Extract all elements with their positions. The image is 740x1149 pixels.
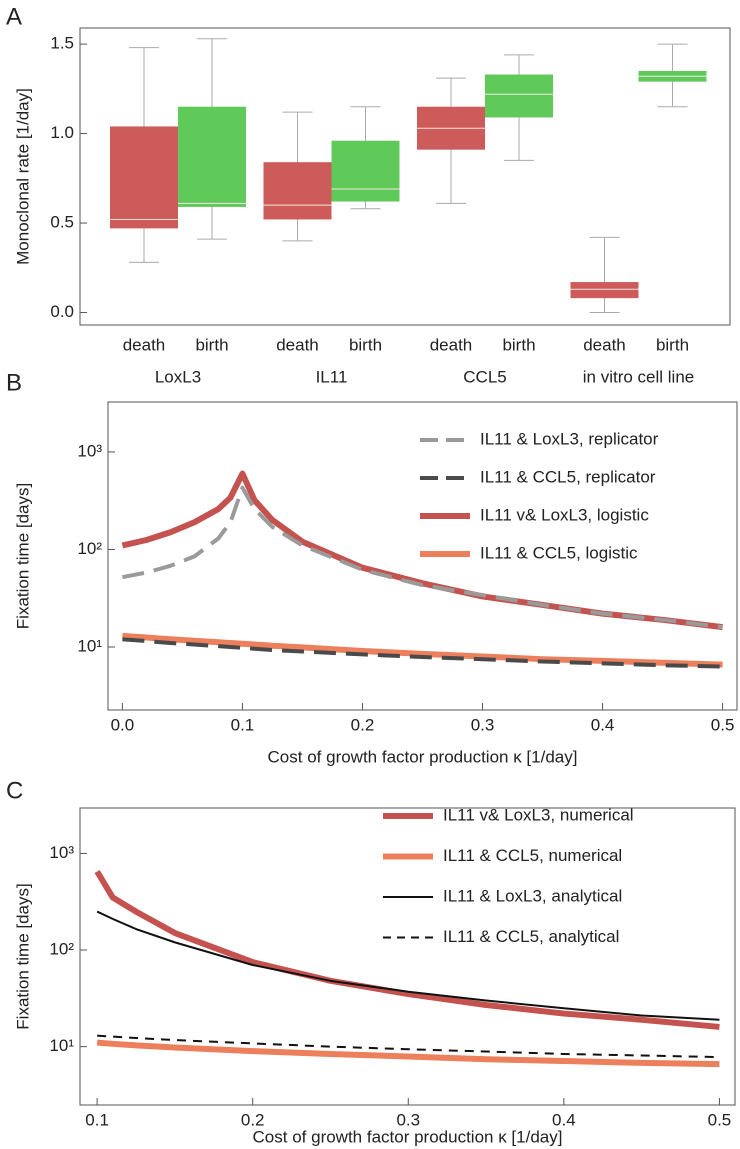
group-label: LoxL3 (155, 367, 201, 386)
x-tick-label: 0.4 (591, 715, 615, 734)
x-tick-label: 0.5 (711, 715, 735, 734)
y-tick-label: 10³ (77, 441, 102, 460)
x-tick-label: 0.2 (241, 1110, 265, 1129)
category-label: death (123, 335, 166, 354)
y-tick-label: 10² (77, 539, 102, 558)
category-label: birth (195, 335, 228, 354)
y-axis-label: Monoclonal rate [1/day] (13, 88, 32, 265)
x-tick-label: 0.0 (111, 715, 135, 734)
x-tick-label: 0.1 (85, 1110, 109, 1129)
legend-label: IL11 v& LoxL3, numerical (443, 805, 634, 824)
plot-frame (107, 401, 738, 711)
legend-label: IL11 v& LoxL3, logistic (480, 505, 649, 524)
legend-label: IL11 & LoxL3, analytical (443, 886, 622, 905)
category-label: death (583, 335, 626, 354)
y-tick-label: 0.5 (50, 213, 74, 232)
y-tick-label: 1.5 (50, 34, 74, 53)
series-line (122, 485, 723, 630)
group-label: IL11 (316, 367, 348, 386)
series-line (94, 869, 720, 1030)
x-tick-label: 0.4 (552, 1110, 576, 1129)
x-tick-label: 0.2 (351, 715, 375, 734)
panel-letter: A (6, 3, 22, 30)
y-axis-label: Fixation time [days] (13, 483, 32, 629)
box (263, 162, 332, 220)
box (570, 282, 639, 299)
series-line (96, 910, 720, 1021)
plot-frame (79, 27, 731, 326)
y-tick-label: 10¹ (77, 636, 102, 655)
panel-letter: C (6, 777, 23, 804)
category-label: death (276, 335, 319, 354)
box (485, 74, 553, 118)
series-line (96, 1039, 720, 1068)
legend-label: IL11 & CCL5, logistic (480, 543, 638, 562)
x-tick-label: 0.3 (471, 715, 495, 734)
x-tick-label: 0.5 (708, 1110, 732, 1129)
panel-letter: B (6, 369, 22, 396)
category-label: death (430, 335, 473, 354)
legend-label: IL11 & CCL5, replicator (480, 467, 656, 486)
legend-label: IL11 & LoxL3, replicator (480, 429, 659, 448)
legend-label: IL11 & CCL5, analytical (443, 927, 619, 946)
group-label: in vitro cell line (583, 367, 695, 386)
box (110, 126, 178, 229)
x-axis-label: Cost of growth factor production κ [1/da… (253, 1127, 563, 1146)
category-label: birth (502, 335, 535, 354)
series-line (122, 637, 723, 669)
y-tick-label: 0.0 (50, 302, 74, 321)
box (178, 106, 246, 207)
y-tick-label: 10² (49, 940, 74, 959)
plot-frame (79, 807, 736, 1106)
y-tick-label: 10³ (49, 843, 74, 862)
x-tick-label: 0.3 (396, 1110, 420, 1129)
category-label: birth (349, 335, 382, 354)
y-tick-label: 10¹ (49, 1036, 74, 1055)
x-tick-label: 0.1 (231, 715, 255, 734)
category-label: birth (656, 335, 689, 354)
series-line (122, 632, 723, 668)
group-label: CCL5 (463, 367, 506, 386)
legend-label: IL11 & CCL5, numerical (443, 846, 622, 865)
y-tick-label: 1.0 (50, 123, 74, 142)
y-axis-label: Fixation time [days] (13, 883, 32, 1029)
x-axis-label: Cost of growth factor production κ [1/da… (268, 747, 578, 766)
box (331, 140, 400, 202)
